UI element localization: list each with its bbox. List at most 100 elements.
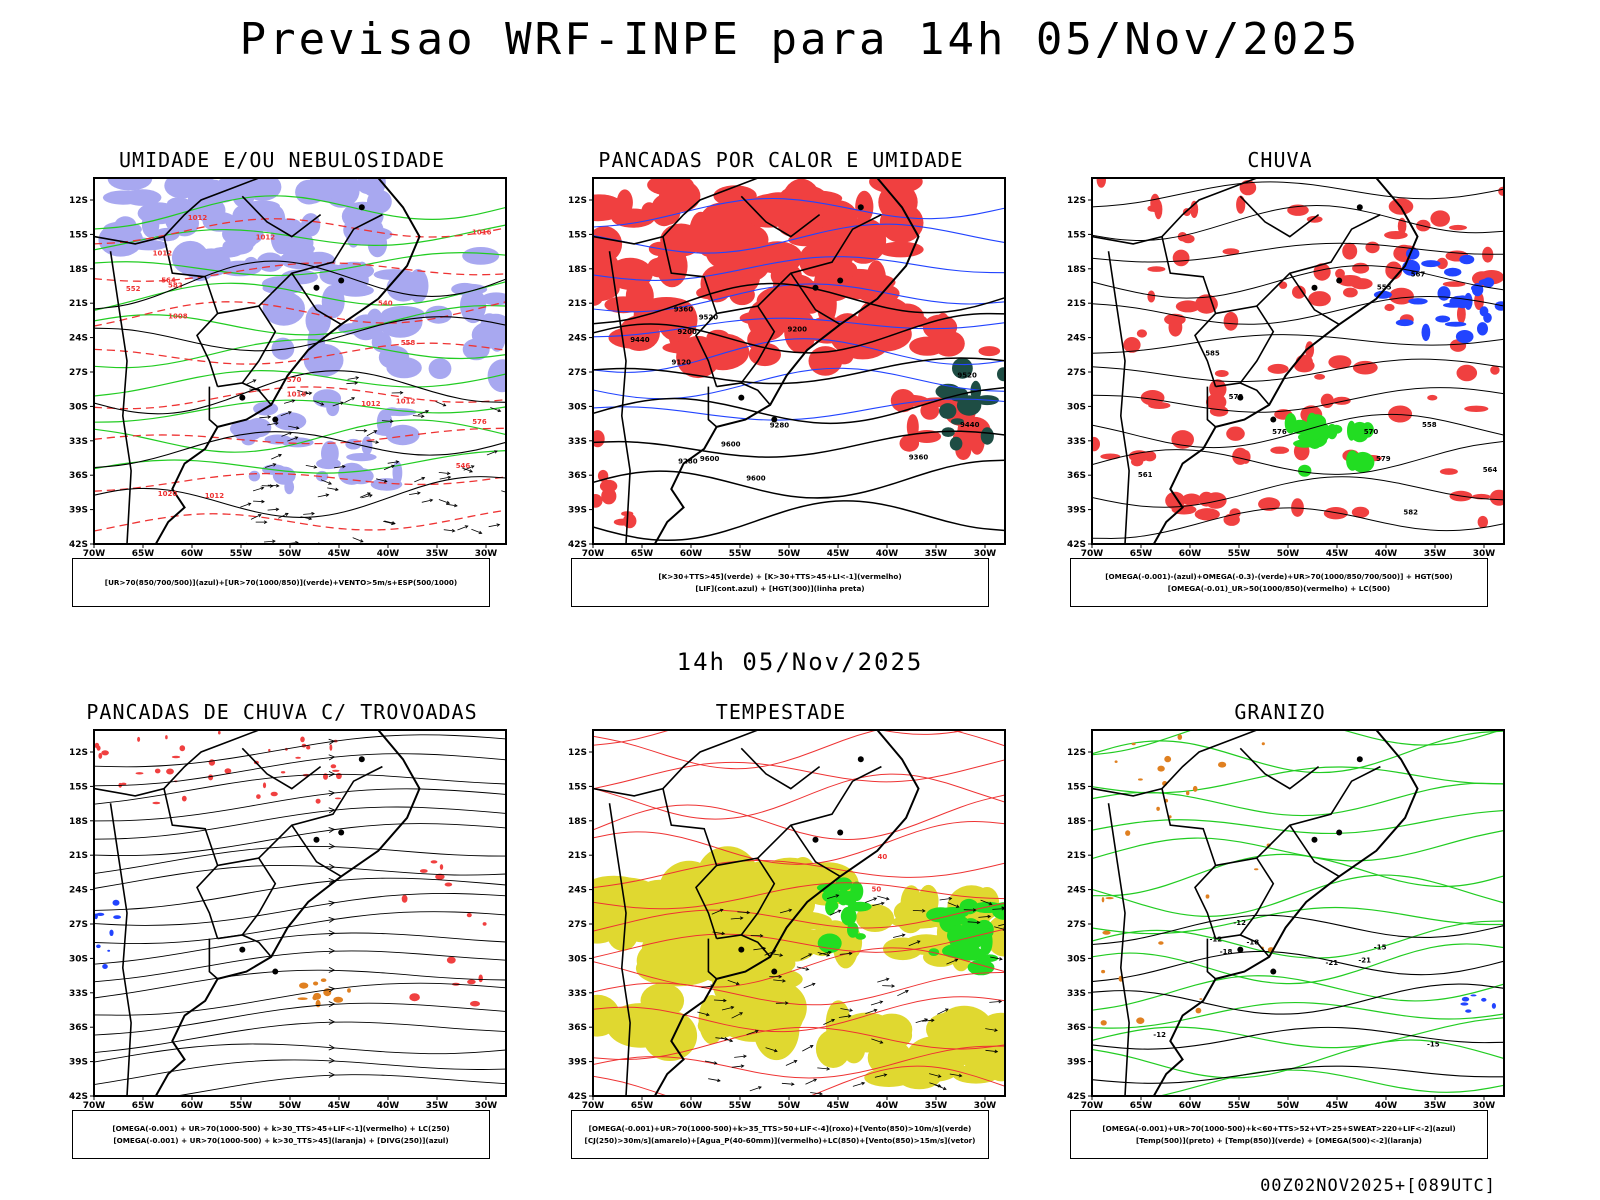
shaded-patch: [593, 194, 624, 220]
lat-label: 30S: [69, 954, 88, 964]
shaded-patch: [166, 768, 174, 775]
wind-vector-head: [998, 999, 1003, 1004]
lon-label: 70W: [582, 1101, 605, 1111]
lake-marker: [358, 204, 365, 211]
shaded-patch: [1306, 412, 1318, 432]
state-border: [1289, 824, 1340, 878]
coastline: [653, 730, 920, 1096]
shaded-patch: [1175, 300, 1201, 313]
shaded-patch: [1136, 1017, 1145, 1024]
shaded-patch: [109, 929, 114, 936]
shaded-patch: [1177, 734, 1183, 740]
wind-vector: [376, 478, 387, 482]
wind-vector-head: [464, 525, 469, 529]
state-border: [1215, 382, 1270, 406]
shaded-patch: [1436, 257, 1448, 270]
state-border: [1092, 730, 1258, 797]
geography: [94, 178, 421, 544]
wind-streamline: [593, 730, 1005, 770]
temp500-contour: [1092, 914, 1504, 946]
lon-label: 30W: [1473, 1101, 1496, 1111]
wind-vector: [488, 524, 500, 528]
wind-streamline: [593, 794, 1005, 840]
wind-vector: [711, 909, 724, 915]
shaded-patch: [972, 901, 1004, 913]
shaded-patch: [334, 797, 342, 800]
lat-label: 39S: [568, 1058, 587, 1068]
shaded-patch: [481, 292, 506, 306]
wind-vector-head: [883, 1073, 888, 1077]
shaded-patch: [444, 882, 453, 887]
shaded-patch: [753, 997, 800, 1061]
legend-line: [OMEGA(-0.001) + UR>70(1000-500) + k>30_…: [112, 1123, 450, 1133]
wind-vector: [305, 465, 317, 468]
shaded-patch: [899, 434, 920, 452]
lon-label: 60W: [181, 1101, 204, 1111]
lat-label: 42S: [1067, 540, 1086, 550]
lat-label: 12S: [1067, 748, 1086, 758]
wind-vector-head: [754, 1029, 759, 1034]
shaded-patch: [1489, 489, 1504, 506]
humidity-contour: [94, 195, 506, 230]
contour-label: 564: [1483, 466, 1498, 474]
wind-vector: [865, 1009, 877, 1014]
wind-vector-head: [263, 520, 268, 524]
wind-vector-head: [819, 1091, 823, 1096]
shaded-patch: [1267, 363, 1289, 374]
wind-vector: [240, 503, 251, 508]
wind-vector: [457, 525, 468, 531]
lake-marker: [1237, 394, 1244, 401]
wind-vector-head: [831, 1018, 836, 1023]
wind-streamline: [593, 773, 1005, 820]
lat-label: 21S: [69, 851, 88, 861]
shaded-patch: [817, 933, 842, 954]
lat-label: 27S: [568, 920, 587, 930]
wind-vector-head: [779, 953, 784, 957]
shaded-patch: [297, 997, 308, 1000]
wind-vector-head: [880, 901, 885, 906]
shaded-patch: [1222, 248, 1240, 255]
state-border: [208, 386, 219, 428]
wind-vector-head: [328, 481, 332, 485]
wind-vector: [731, 1012, 743, 1019]
wind-vector-head: [922, 909, 926, 913]
shaded-patch: [1147, 266, 1166, 272]
lake-marker: [358, 756, 365, 763]
temp850-contour: [1092, 782, 1504, 817]
streamline-arrow: [328, 1001, 336, 1008]
contour-label: 9600: [721, 441, 741, 449]
wind-vector-head: [247, 502, 252, 506]
lon-label: 40W: [377, 549, 400, 559]
wind-vector: [985, 1049, 998, 1053]
shaded-patch: [836, 250, 854, 265]
shaded-patch: [371, 331, 392, 353]
shaded-patch: [435, 873, 445, 880]
map-tempestade: 40 50 12S 15S 18S 21S 24S 27S 30S 33S 36S 39S 42S70W…: [568, 729, 1006, 1111]
shaded-patch: [1143, 451, 1157, 462]
thickness-contour: [94, 509, 506, 532]
wind-vector: [826, 894, 839, 899]
streamline-arrow: [328, 930, 336, 937]
map-layers: [94, 730, 506, 1096]
temp850-contour: [1092, 874, 1504, 917]
wind-vector: [803, 983, 816, 989]
shaded-patch: [1096, 178, 1106, 188]
shaded-patch: [181, 795, 187, 802]
shaded-patch: [1194, 508, 1220, 521]
humidity-contour: [94, 251, 506, 277]
state-border: [208, 938, 219, 980]
contour-label: 50: [872, 885, 882, 893]
lat-label: 15S: [1067, 230, 1086, 240]
shaded-patch: [842, 891, 857, 906]
wind-vector-head: [295, 426, 300, 430]
shaded-patch: [1335, 268, 1345, 279]
lon-label: 45W: [1326, 549, 1349, 559]
shaded-patch: [98, 752, 103, 759]
model-run-label: 00Z02NOV2025+[089UTC]: [1260, 1176, 1496, 1196]
humidity-contour: [94, 339, 506, 369]
wind-vector: [765, 1047, 778, 1052]
lon-label: 40W: [876, 1101, 899, 1111]
wind-vector: [737, 911, 750, 914]
state-border: [1092, 178, 1258, 245]
lat-label: 15S: [1067, 782, 1086, 792]
